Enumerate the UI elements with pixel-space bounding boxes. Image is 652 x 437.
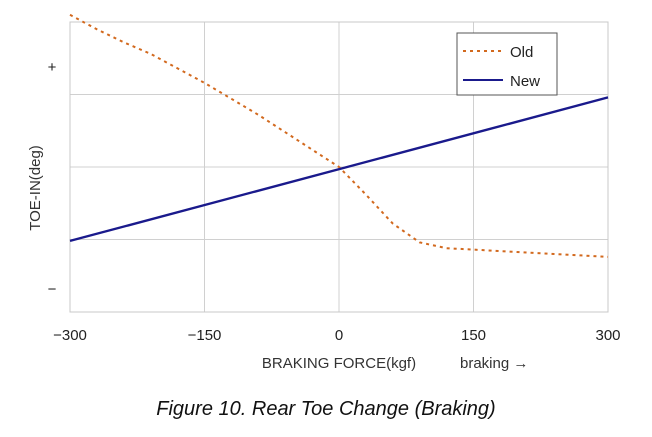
legend: Old New [456,32,558,96]
legend-label-old: Old [510,44,533,61]
x-axis-label: BRAKING FORCE(kgf) [262,355,416,372]
y-axis-label: TOE-IN(deg) [27,145,44,231]
legend-box [456,32,558,96]
figure-caption: Figure 10. Rear Toe Change (Braking) [156,398,496,420]
series-line-new [69,96,609,243]
x-tick-labels: −300 −150 0 150 300 [53,327,620,344]
y-tick-minus: − [48,281,57,298]
series-layer [69,13,609,258]
x-tick-label: 300 [595,327,620,344]
y-tick-plus: + [48,59,57,76]
chart: −300 −150 0 150 300 + − TOE-IN(deg) BRAKING … [27,13,621,372]
x-tick-label: −150 [188,327,222,344]
legend-label-new: New [510,73,540,90]
x-tick-label: 150 [461,327,486,344]
plot-area-border [69,21,609,313]
x-tick-label: 0 [335,327,343,344]
x-direction-note: braking → [460,355,528,372]
x-tick-label: −300 [53,327,87,344]
series-line-old [69,13,609,258]
